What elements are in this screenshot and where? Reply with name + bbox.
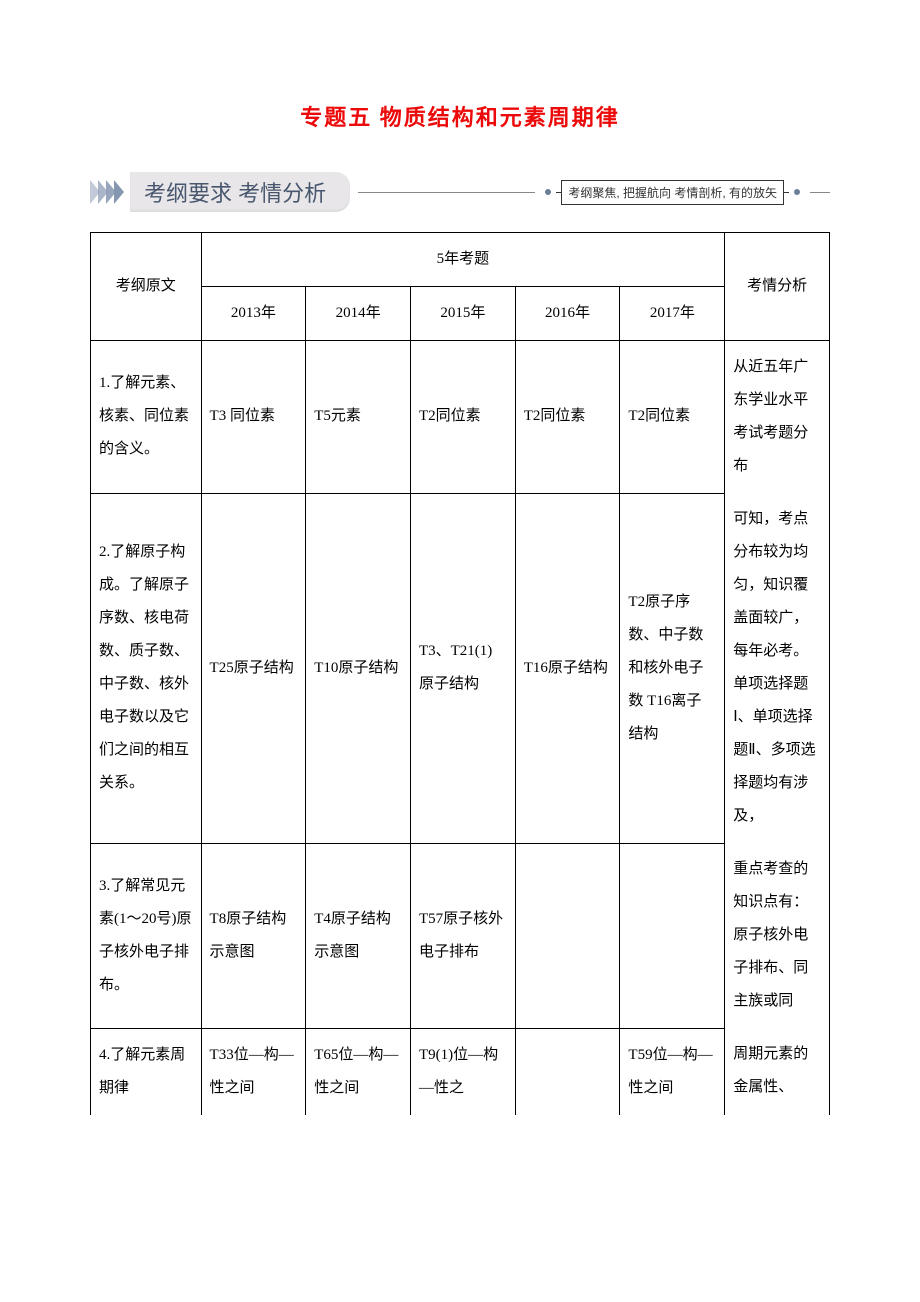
banner-box-text: 考纲聚焦, 把握航向 考情剖析, 有的放矢 [561, 180, 784, 205]
cell: T5元素 [306, 341, 411, 494]
cell [515, 843, 620, 1028]
cell: T59位—构—性之间 [620, 1028, 725, 1115]
table-header-row: 考纲原文 5年考题 考情分析 [91, 233, 830, 287]
header-year: 2015年 [410, 287, 515, 341]
cell: T8原子结构示意图 [201, 843, 306, 1028]
cell: T9(1)位—构—性之 [410, 1028, 515, 1115]
cell: T4原子结构示意图 [306, 843, 411, 1028]
dot-icon [545, 189, 551, 195]
banner-line [358, 192, 535, 193]
cell-outline: 3.了解常见元素(1～20号)原子核外电子排布。 [91, 843, 202, 1028]
table-row: 3.了解常见元素(1～20号)原子核外电子排布。 T8原子结构示意图 T4原子结… [91, 843, 830, 1028]
cell [620, 843, 725, 1028]
cell-analysis: 可知，考点分布较为均匀，知识覆盖面较广，每年必考。单项选择题Ⅰ、单项选择题Ⅱ、多… [725, 493, 830, 843]
dot-icon [794, 189, 800, 195]
cell: T65位—构—性之间 [306, 1028, 411, 1115]
cell: T33位—构—性之间 [201, 1028, 306, 1115]
cell-outline: 1.了解元素、核素、同位素的含义。 [91, 341, 202, 494]
cell: T2同位素 [410, 341, 515, 494]
header-year: 2016年 [515, 287, 620, 341]
header-five-year: 5年考题 [201, 233, 725, 287]
cell: T16原子结构 [515, 493, 620, 843]
header-year: 2017年 [620, 287, 725, 341]
chevron-icon [106, 180, 116, 204]
cell: T3、T21(1)原子结构 [410, 493, 515, 843]
banner-line [810, 192, 830, 193]
cell: T25原子结构 [201, 493, 306, 843]
cell-analysis: 周期元素的金属性、 [725, 1028, 830, 1115]
table-row: 4.了解元素周期律 T33位—构—性之间 T65位—构—性之间 T9(1)位—构… [91, 1028, 830, 1115]
cell-outline: 2.了解原子构成。了解原子序数、核电荷数、质子数、中子数、核外电子数以及它们之间… [91, 493, 202, 843]
cell: T2同位素 [515, 341, 620, 494]
banner-main-text: 考纲要求 考情分析 [130, 172, 350, 212]
header-outline: 考纲原文 [91, 233, 202, 341]
cell-outline: 4.了解元素周期律 [91, 1028, 202, 1115]
page-title: 专题五 物质结构和元素周期律 [90, 100, 830, 132]
table-row: 2.了解原子构成。了解原子序数、核电荷数、质子数、中子数、核外电子数以及它们之间… [91, 493, 830, 843]
table-header-years: 2013年 2014年 2015年 2016年 2017年 [91, 287, 830, 341]
section-banner: 考纲要求 考情分析 考纲聚焦, 把握航向 考情剖析, 有的放矢 [90, 172, 830, 212]
header-analysis: 考情分析 [725, 233, 830, 341]
cell: T57原子核外电子排布 [410, 843, 515, 1028]
cell: T10原子结构 [306, 493, 411, 843]
cell [515, 1028, 620, 1115]
cell-analysis: 重点考查的知识点有：原子核外电子排布、同主族或同 [725, 843, 830, 1028]
cell-analysis: 从近五年广东学业水平考试考题分布 [725, 341, 830, 494]
table-row: 1.了解元素、核素、同位素的含义。 T3 同位素 T5元素 T2同位素 T2同位… [91, 341, 830, 494]
header-year: 2013年 [201, 287, 306, 341]
cell: T2原子序数、中子数和核外电子数 T16离子结构 [620, 493, 725, 843]
chevron-icons [90, 180, 122, 204]
exam-table: 考纲原文 5年考题 考情分析 2013年 2014年 2015年 2016年 2… [90, 232, 830, 1115]
header-year: 2014年 [306, 287, 411, 341]
cell: T3 同位素 [201, 341, 306, 494]
cell: T2同位素 [620, 341, 725, 494]
